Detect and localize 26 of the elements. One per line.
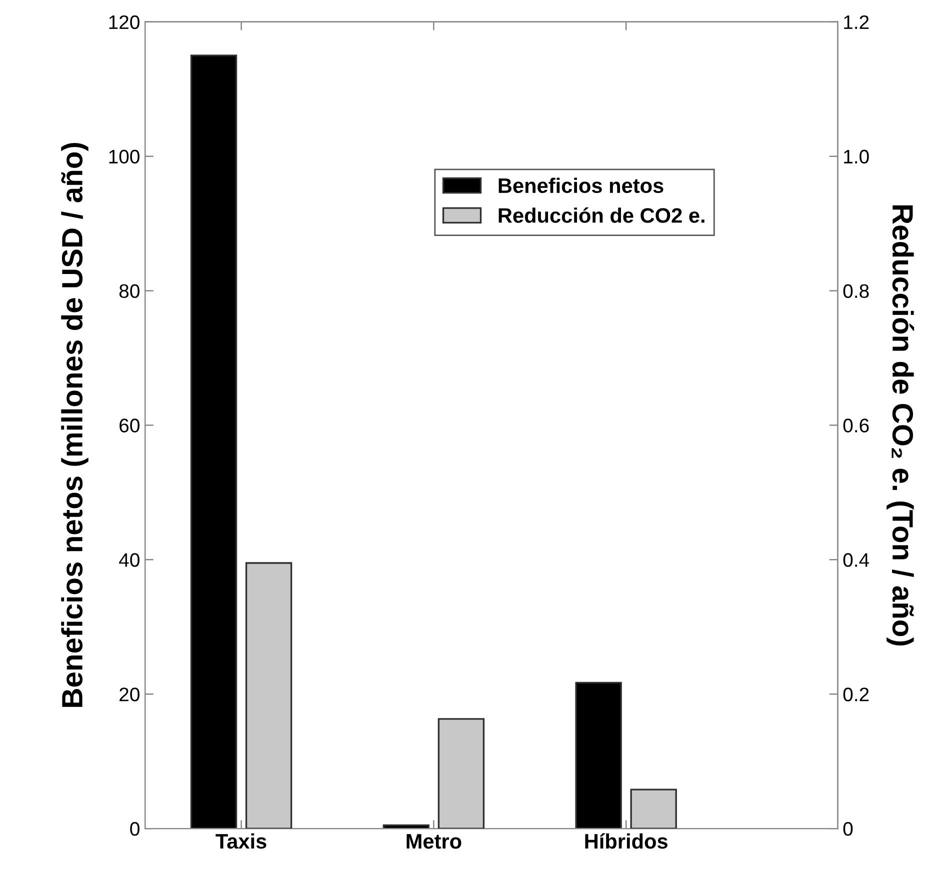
bar	[245, 562, 292, 829]
bar	[190, 54, 238, 829]
legend-label: Beneficios netos	[498, 178, 664, 194]
y2-tick-label: 1.2	[844, 15, 869, 29]
y-tick-label: 20	[120, 688, 140, 702]
legend-label: Reducción de CO2 e.	[498, 207, 704, 223]
y2-tick-label: 1.0	[844, 150, 869, 164]
y2-tick-label: 0.4	[843, 553, 870, 567]
y-tick-label: 0	[130, 822, 140, 836]
y-tick-label: 80	[119, 284, 140, 298]
x-tick-label: Híbridos	[585, 833, 668, 849]
x-tick-label: Taxis	[216, 833, 266, 849]
bar	[630, 788, 677, 829]
x-tick-label: Metro	[406, 834, 462, 849]
y-tick-label: 120	[109, 15, 140, 30]
bar	[438, 718, 485, 829]
y-tick-label: 40	[119, 553, 140, 567]
y-tick-label: 60	[120, 418, 140, 432]
y-axis-title: Beneficios netos (millones de USD / año)	[61, 143, 88, 707]
y2-axis-title: Reducción de CO₂ e. (Ton / año)	[886, 205, 914, 646]
y-tick-label: 100	[109, 150, 140, 164]
y2-tick-label: 0	[843, 822, 853, 836]
y2-tick-label: 0.2	[843, 688, 869, 702]
y2-tick-label: 0.6	[843, 418, 869, 432]
bar	[575, 682, 622, 829]
y2-tick-label: 0.8	[843, 284, 869, 298]
